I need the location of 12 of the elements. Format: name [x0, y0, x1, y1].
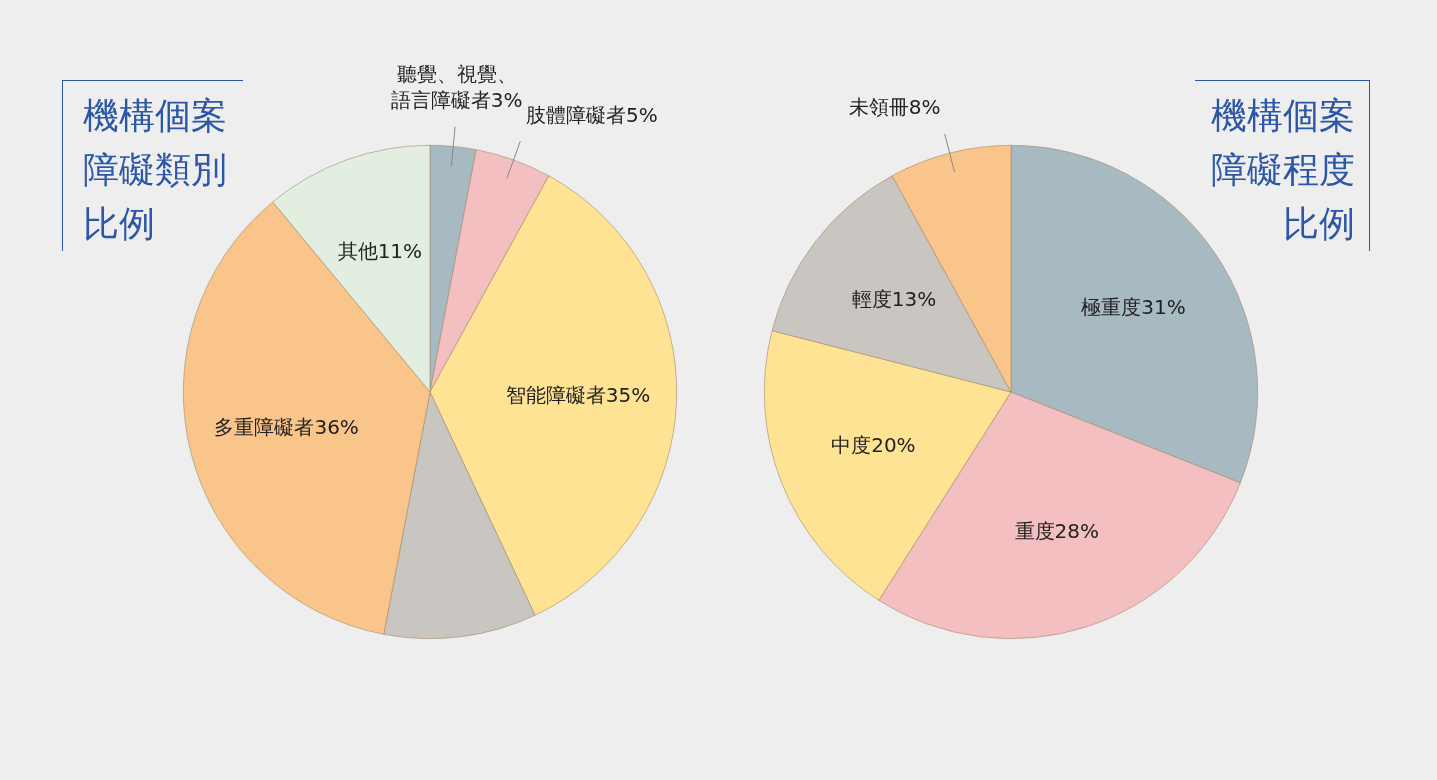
slice-label: 輕度13%: [851, 287, 937, 312]
slice-label: 智能障礙者35%: [505, 382, 651, 407]
slice-label: 肢體障礙者5%: [526, 103, 658, 128]
slice-label: 多重障礙者36%: [214, 415, 359, 440]
slice-label: 未領冊8%: [848, 95, 941, 120]
slice-label: 重度28%: [1014, 518, 1099, 543]
slice-label: 其他11%: [337, 238, 423, 263]
slice-label: 中度20%: [831, 432, 916, 457]
slice-label: 聽覺、視覺、語言障礙者3%: [390, 61, 523, 112]
text: 機構個案障礙類別比例: [62, 80, 243, 251]
text: 機構個案障礙程度比例: [1195, 80, 1370, 251]
slice-label: 極重度31%: [1081, 295, 1186, 319]
